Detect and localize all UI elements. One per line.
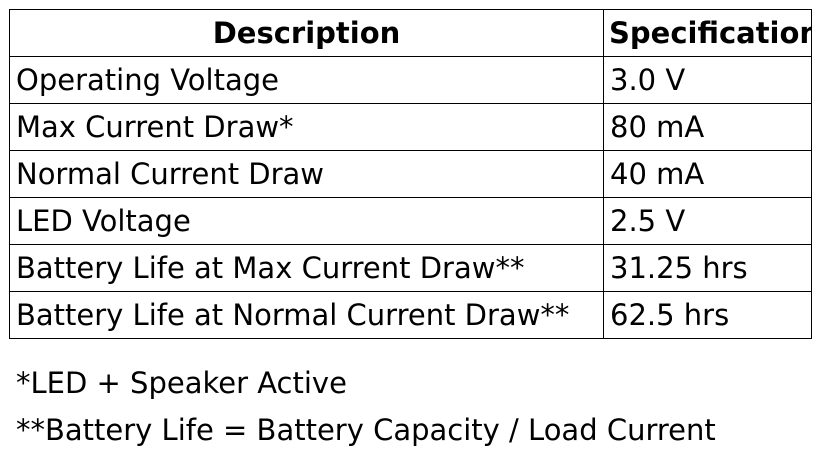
specification-cell: 3.0 V bbox=[603, 56, 812, 104]
specification-cell: 2.5 V bbox=[603, 197, 812, 245]
specification-cell: 62.5 hrs bbox=[603, 291, 812, 339]
table-header-row: Description Specification bbox=[9, 9, 812, 57]
header-description: Description bbox=[9, 9, 604, 57]
specification-cell: 31.25 hrs bbox=[603, 244, 812, 292]
footnotes: *LED + Speaker Active **Battery Life = B… bbox=[16, 360, 716, 454]
specification-table: Description Specification Operating Volt… bbox=[9, 9, 812, 339]
table-row: Battery Life at Normal Current Draw** 62… bbox=[9, 291, 812, 339]
footnote-battery-life: **Battery Life = Battery Capacity / Load… bbox=[16, 413, 716, 447]
description-cell: LED Voltage bbox=[9, 197, 604, 245]
header-specification: Specification bbox=[603, 9, 812, 57]
description-cell: Operating Voltage bbox=[9, 56, 604, 104]
specification-cell: 40 mA bbox=[603, 150, 812, 198]
description-cell: Normal Current Draw bbox=[9, 150, 604, 198]
table-row: Operating Voltage 3.0 V bbox=[9, 56, 812, 104]
description-cell: Battery Life at Normal Current Draw** bbox=[9, 291, 604, 339]
description-cell: Battery Life at Max Current Draw** bbox=[9, 244, 604, 292]
table-row: Battery Life at Max Current Draw** 31.25… bbox=[9, 244, 812, 292]
specification-cell: 80 mA bbox=[603, 103, 812, 151]
table-row: Max Current Draw* 80 mA bbox=[9, 103, 812, 151]
description-cell: Max Current Draw* bbox=[9, 103, 604, 151]
footnote-led-speaker: *LED + Speaker Active bbox=[16, 366, 347, 400]
table-row: LED Voltage 2.5 V bbox=[9, 197, 812, 245]
table-row: Normal Current Draw 40 mA bbox=[9, 150, 812, 198]
